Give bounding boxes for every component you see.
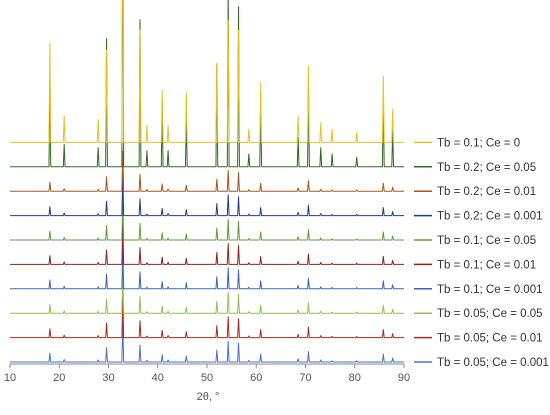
legend-label: Tb = 0.2; Ce = 0.001: [437, 211, 543, 223]
legend-item: Tb = 0.05; Ce = 0.001: [414, 357, 549, 369]
legend-item: Tb = 0.1; Ce = 0.05: [414, 235, 536, 247]
series-trace: [10, 248, 404, 290]
legend-label: Tb = 0.1; Ce = 0.001: [437, 284, 543, 296]
legend-item: Tb = 0.05; Ce = 0.01: [414, 333, 543, 345]
x-axis: 10 20 30 40 50 60 70 80 90: [4, 363, 410, 384]
legend-item: Tb = 0.2; Ce = 0.01: [414, 186, 536, 198]
series-trace: [10, 223, 404, 265]
x-tick-label: 80: [349, 372, 361, 384]
series-traces: [10, 0, 404, 363]
legend-item: Tb = 0.05; Ce = 0.05: [414, 308, 543, 320]
series-trace: [10, 199, 404, 241]
legend: Tb = 0.1; Ce = 0 Tb = 0.2; Ce = 0.05 Tb = …: [414, 137, 549, 369]
x-tick-label: 60: [250, 372, 262, 384]
x-tick-label: 70: [299, 372, 311, 384]
legend-label: Tb = 0.1; Ce = 0.05: [437, 235, 536, 247]
x-tick-label: 10: [4, 372, 16, 384]
x-tick-label: 40: [152, 372, 164, 384]
x-tick-label: 90: [398, 372, 410, 384]
legend-label: Tb = 0.1; Ce = 0.01: [437, 259, 536, 271]
legend-label: Tb = 0.05; Ce = 0.01: [437, 333, 543, 345]
series-trace: [10, 321, 404, 363]
series-trace: [10, 272, 404, 314]
legend-item: Tb = 0.2; Ce = 0.001: [414, 211, 543, 223]
legend-label: Tb = 0.2; Ce = 0.01: [437, 186, 536, 198]
x-tick-label: 20: [53, 372, 65, 384]
legend-label: Tb = 0.2; Ce = 0.05: [437, 162, 536, 174]
x-tick-label: 30: [102, 372, 114, 384]
legend-label: Tb = 0.1; Ce = 0: [437, 137, 520, 149]
series-trace: [10, 0, 404, 168]
series-trace: [10, 150, 404, 192]
legend-item: Tb = 0.2; Ce = 0.05: [414, 162, 536, 174]
legend-item: Tb = 0.1; Ce = 0.01: [414, 259, 536, 271]
legend-label: Tb = 0.05; Ce = 0.05: [437, 308, 543, 320]
legend-item: Tb = 0.1; Ce = 0.001: [414, 284, 543, 296]
legend-label: Tb = 0.05; Ce = 0.001: [437, 357, 549, 369]
series-trace: [10, 175, 404, 217]
x-axis-title: 2θ, °: [197, 391, 220, 403]
series-trace: [10, 0, 404, 143]
series-trace: [10, 297, 404, 339]
x-tick-label: 50: [201, 372, 213, 384]
legend-item: Tb = 0.1; Ce = 0: [414, 137, 520, 149]
